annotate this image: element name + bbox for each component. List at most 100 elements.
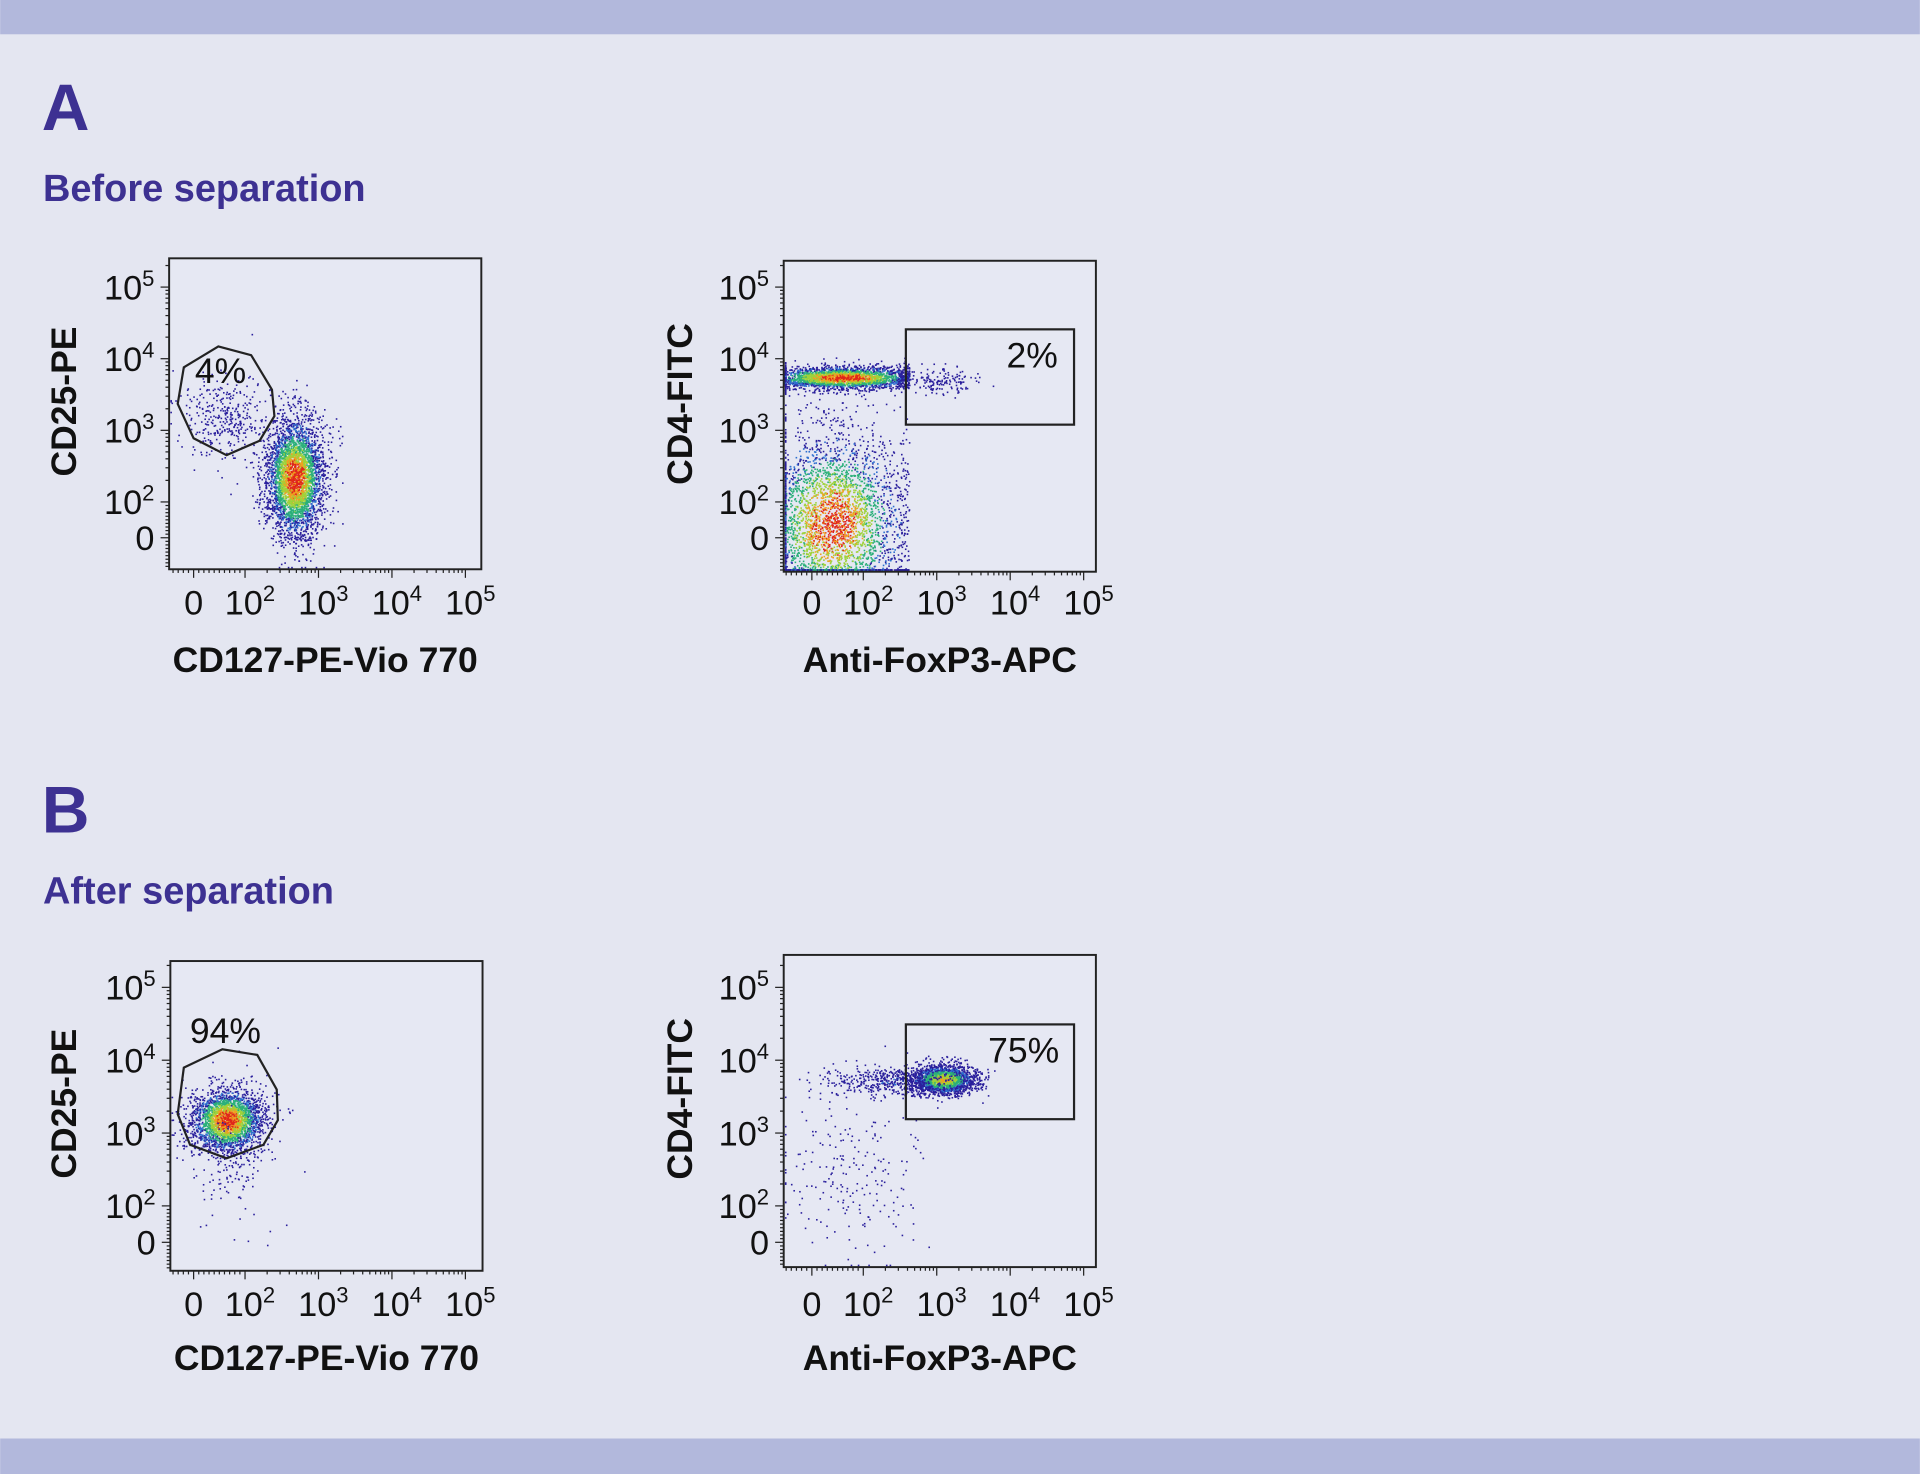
event-dot [291,466,293,468]
event-dot [293,509,295,511]
event-dot [317,522,319,524]
event-dot [272,482,274,484]
event-dot [327,510,329,512]
event-dot [320,431,322,433]
event-dot [276,497,278,499]
event-dot [321,474,323,476]
event-dot [318,501,320,503]
event-dot [899,363,901,365]
event-dot [290,497,292,499]
event-dot [280,495,282,497]
event-dot [285,479,287,481]
event-dot [199,395,201,397]
event-dot [271,462,273,464]
event-dot [312,452,314,454]
event-dot [274,492,276,494]
event-dot [836,357,838,359]
event-dot [282,444,284,446]
event-dot [833,392,835,394]
event-dot [316,474,318,476]
event-dot [298,448,300,450]
event-dot [221,418,223,420]
event-dot [261,491,263,493]
event-dot [342,436,344,438]
event-dot [297,450,299,452]
event-dot [208,424,210,426]
event-dot [287,440,289,442]
event-dot [285,460,287,462]
event-dot [298,430,300,432]
event-dot [300,429,302,431]
event-dot [227,431,229,433]
event-dot [286,496,288,498]
event-dot [265,416,267,418]
event-dot [316,490,318,492]
event-dot [194,449,196,451]
event-dot [299,506,301,508]
event-dot [250,403,252,405]
event-dot [303,464,305,466]
event-dot [280,409,282,411]
event-dot [271,513,273,515]
event-dot [278,439,280,441]
event-dot [280,518,282,520]
event-dot [307,539,309,541]
event-dot [301,476,303,478]
event-dot [309,481,311,483]
event-dot [279,516,281,518]
event-dot [249,376,251,378]
event-dot [281,564,283,566]
event-dot [316,428,318,430]
event-dot [289,485,291,487]
event-dot [289,457,291,459]
event-dot [291,532,293,534]
event-dot [286,504,288,506]
event-dot [244,459,246,461]
event-dot [288,480,290,482]
event-dot [339,438,341,440]
event-dot [301,474,303,476]
event-dot [210,440,212,442]
event-dot [289,527,291,529]
event-dot [318,509,320,511]
event-dot [246,415,248,417]
event-dot [230,412,232,414]
event-dot [278,446,280,448]
event-dot [258,520,260,522]
event-dot [297,431,299,433]
event-dot [322,457,324,459]
event-dot [259,477,261,479]
event-dot [313,457,315,459]
event-dot [303,476,305,478]
event-dot [288,567,290,569]
event-dot [290,440,292,442]
event-dot [234,457,236,459]
event-dot [305,457,307,459]
event-dot [275,503,277,505]
event-dot [847,367,849,369]
event-dot [259,523,261,525]
event-dot [305,485,307,487]
event-dot [298,434,300,436]
event-dot [211,442,213,444]
event-dot [313,468,315,470]
event-dot [302,436,304,438]
event-dot [191,401,193,403]
event-dot [282,429,284,431]
event-dot [292,461,294,463]
event-dot [180,395,182,397]
event-dot [289,405,291,407]
event-dot [308,435,310,437]
event-dot [297,403,299,405]
event-dot [232,408,234,410]
event-dot [266,456,268,458]
event-dot [201,454,203,456]
event-dot [312,495,314,497]
event-dot [293,440,295,442]
event-dot [305,493,307,495]
event-dot [311,440,313,442]
event-dot [285,471,287,473]
event-dot [294,461,296,463]
event-dot [324,470,326,472]
event-dot [324,491,326,493]
